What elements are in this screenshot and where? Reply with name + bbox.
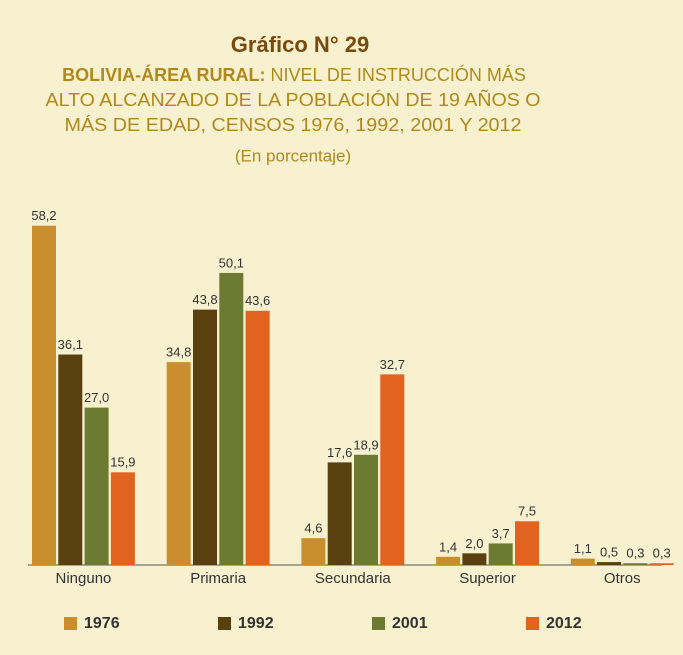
bar	[84, 407, 109, 565]
x-tick-label: Primaria	[190, 570, 246, 587]
data-label: 43,6	[245, 293, 270, 308]
x-tick-label: Ninguno	[56, 570, 112, 587]
bar	[515, 521, 539, 565]
legend-swatch	[64, 617, 77, 630]
data-label: 43,8	[192, 292, 217, 307]
data-label: 1,1	[574, 541, 592, 556]
data-label: 0,5	[600, 545, 618, 560]
data-label: 0,3	[626, 546, 644, 561]
data-label: 58,2	[31, 208, 56, 223]
bar	[380, 374, 405, 565]
subtitle-line: ALTO ALCANZADO DE LA POBLACIÓN DE 19 AÑO…	[46, 89, 541, 110]
bar	[327, 462, 352, 565]
data-label: 32,7	[380, 357, 405, 372]
bar	[570, 558, 595, 565]
data-label: 50,1	[219, 255, 244, 270]
legend-swatch	[526, 617, 539, 630]
data-label: 36,1	[58, 337, 83, 352]
bar	[462, 553, 487, 565]
legend-label: 1992	[238, 615, 274, 632]
subtitle-bold: BOLIVIA-ÁREA RURAL:	[62, 64, 265, 85]
legend-swatch	[372, 617, 385, 630]
bar	[488, 543, 513, 565]
bar	[219, 272, 244, 565]
chart-title: Gráfico N° 29	[231, 32, 369, 57]
subtitle-line: MÁS DE EDAD, CENSOS 1976, 1992, 2001 Y 2…	[65, 115, 522, 135]
bar	[32, 225, 56, 565]
data-label: 27,0	[84, 390, 109, 405]
legend-label: 2012	[546, 615, 582, 632]
bar	[301, 538, 326, 565]
data-label: 4,6	[304, 521, 322, 536]
x-tick-label: Otros	[604, 570, 641, 587]
legend-label: 2001	[392, 615, 428, 632]
bar	[436, 556, 461, 565]
data-label: 15,9	[110, 455, 135, 470]
bar	[649, 563, 674, 565]
data-label: 2,0	[465, 536, 483, 551]
subtitle-text: NIVEL DE INSTRUCCIÓN MÁS	[270, 64, 525, 85]
legend-swatch	[218, 617, 231, 630]
unit-note: (En porcentaje)	[235, 146, 351, 165]
bar	[623, 563, 648, 565]
bar	[166, 362, 191, 565]
data-label: 34,8	[166, 345, 191, 360]
subtitle-line: BOLIVIA-ÁREA RURAL: NIVEL DE INSTRUCCIÓN…	[62, 64, 526, 85]
x-tick-label: Secundaria	[315, 570, 392, 587]
x-tick-label: Superior	[459, 570, 516, 587]
bar	[245, 310, 270, 565]
legend-label: 1976	[84, 615, 120, 632]
data-label: 0,3	[653, 546, 671, 561]
bar	[110, 472, 135, 565]
data-label: 1,4	[439, 539, 457, 554]
bar	[354, 454, 378, 565]
data-label: 3,7	[492, 526, 510, 541]
data-label: 7,5	[518, 504, 536, 519]
bar	[193, 309, 217, 565]
bar	[58, 354, 83, 565]
data-label: 18,9	[353, 437, 378, 452]
bar	[597, 562, 622, 565]
data-label: 17,6	[327, 445, 352, 460]
